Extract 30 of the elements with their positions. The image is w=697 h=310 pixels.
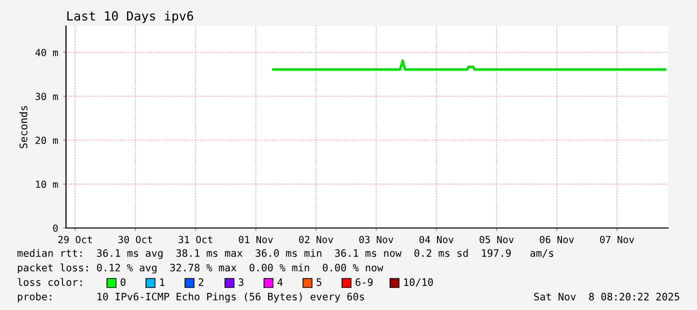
x-tick-label: 01 Nov <box>238 236 273 244</box>
text: 5 <box>316 278 322 286</box>
x-tick-label: 07 Nov <box>600 236 634 244</box>
text: 6-9 <box>356 278 373 286</box>
text: 2 <box>198 278 204 286</box>
x-tick-label: 30 Oct <box>118 236 152 244</box>
x-tick-label: 05 Nov <box>480 236 514 244</box>
text: probe: 10 IPv6-ICMP Echo Pings (56 Bytes) every 60s <box>18 292 364 302</box>
text: packet loss: 0.12 % avg 32.78 % max 0.00 % min 0.00 % now <box>18 264 384 274</box>
text: Sat Nov 8 08:20:22 2025 <box>534 292 680 300</box>
x-tick-label: 31 Oct <box>178 236 212 244</box>
text: loss color: <box>18 278 82 286</box>
y-tick-label: 20 m <box>36 136 58 144</box>
text: 10/10 <box>404 278 433 287</box>
text: median rtt: 36.1 ms avg 38.1 ms max 36.0 ms min 36.1 ms now 0.2 ms sd 197.9 am/s <box>18 249 554 259</box>
x-tick-label: 29 Oct <box>58 236 92 244</box>
text: 0 <box>120 278 126 286</box>
x-tick-label: 02 Nov <box>299 236 334 244</box>
y-tick-label: 0 <box>53 224 58 232</box>
y-axis-title: Seconds <box>19 106 28 148</box>
y-tick-label: 30 m <box>36 92 58 100</box>
text: 4 <box>278 278 283 286</box>
y-tick-label: 40 m <box>35 48 58 56</box>
chart-title: Last 10 Days ipv6 <box>67 10 194 24</box>
x-tick-label: 06 Nov <box>540 236 574 244</box>
text: 1 <box>160 278 164 286</box>
text: 3 <box>238 278 244 286</box>
y-tick-label: 10 m <box>36 180 58 188</box>
x-tick-label: 04 Nov <box>419 236 454 244</box>
x-tick-label: 03 Nov <box>359 236 394 244</box>
